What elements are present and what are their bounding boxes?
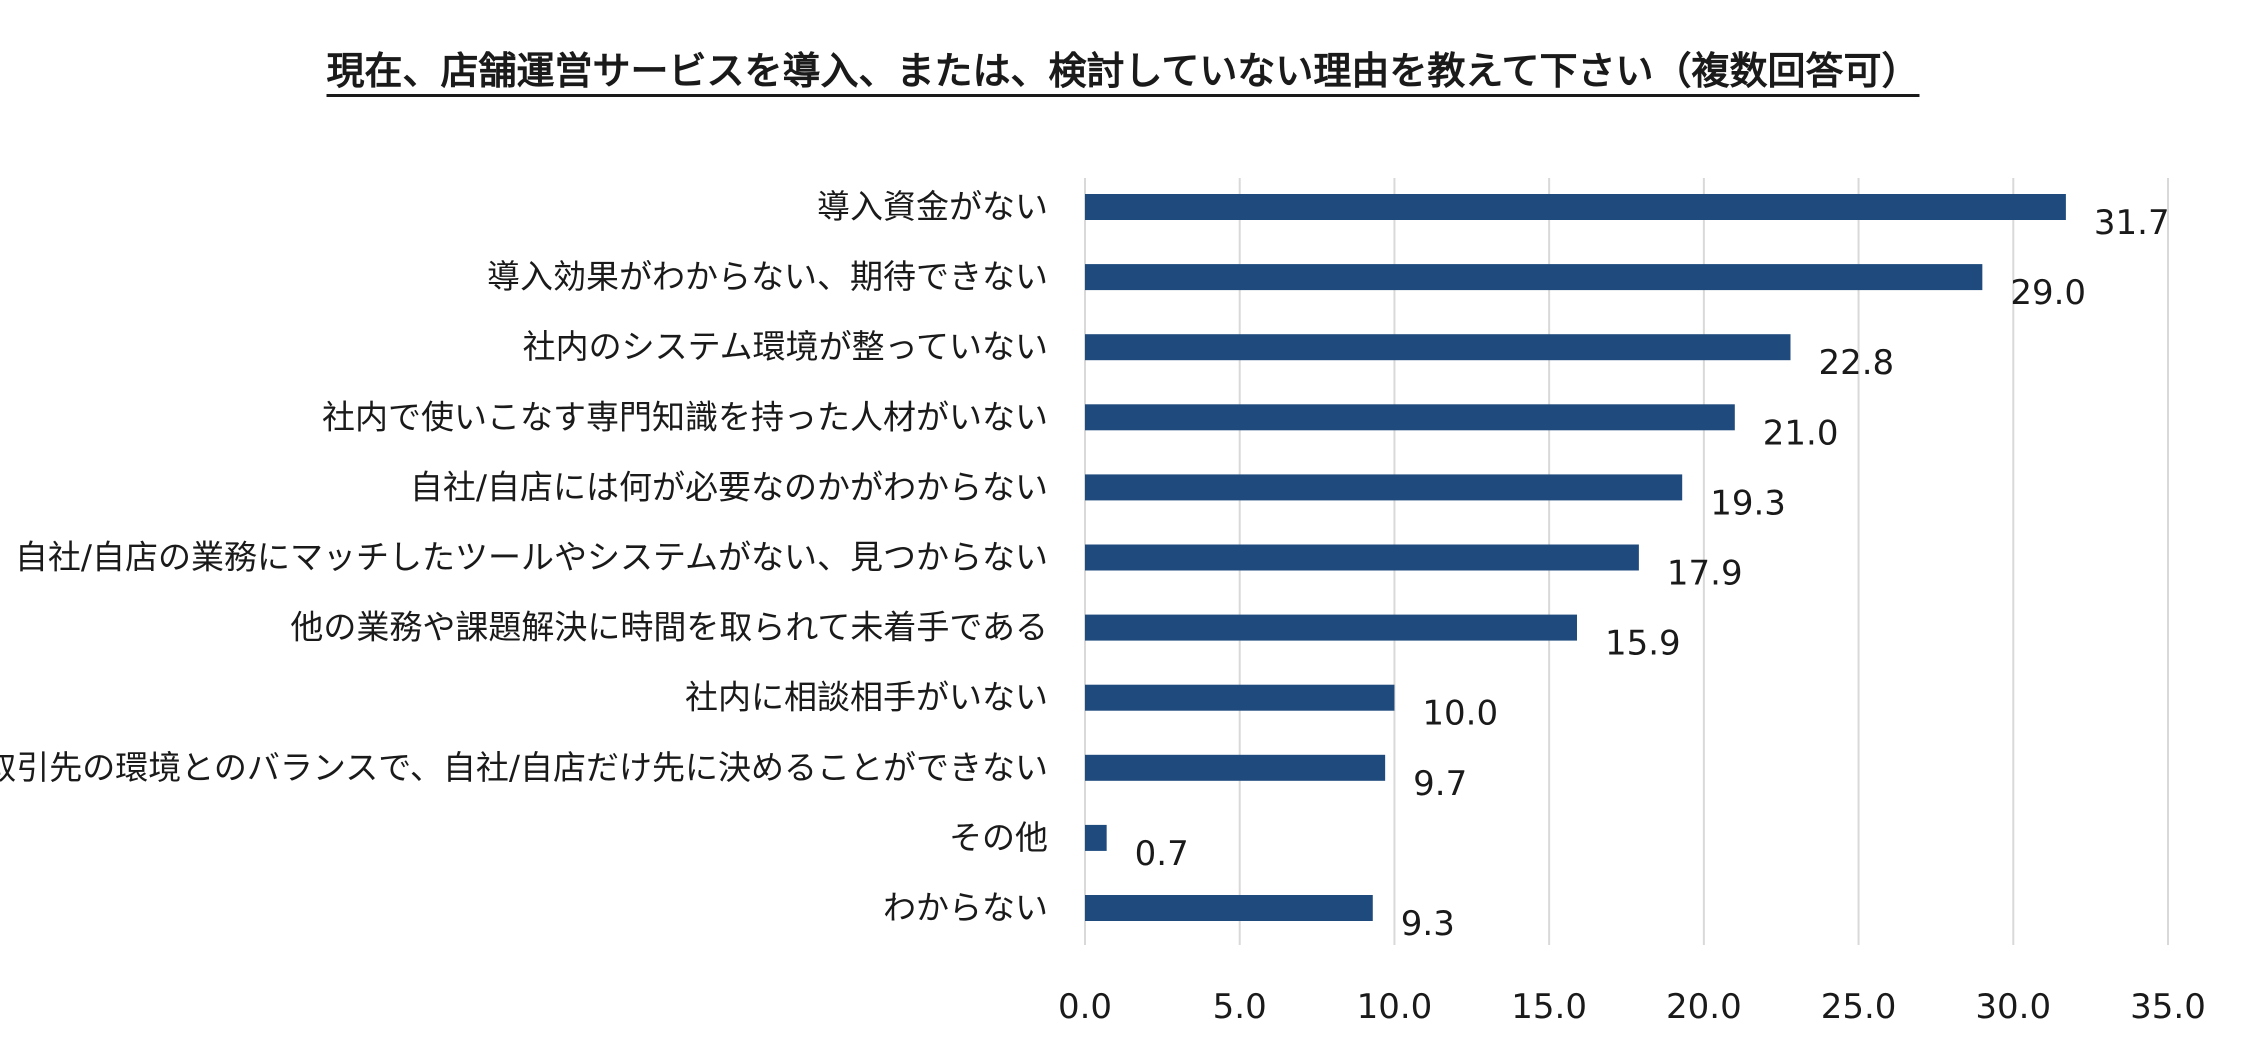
data-label: 22.8 <box>1818 343 1894 383</box>
x-tick-label: 30.0 <box>1975 987 2051 1027</box>
category-label: わからない <box>883 888 1048 927</box>
data-label: 0.7 <box>1135 834 1189 874</box>
category-label: 導入資金がない <box>817 187 1048 226</box>
data-label: 9.3 <box>1401 904 1455 944</box>
category-label: 自社/自店の業務にマッチしたツールやシステムがない、見つからない <box>15 538 1048 577</box>
data-label: 17.9 <box>1667 554 1743 594</box>
bar <box>1085 684 1395 711</box>
bar <box>1085 474 1683 501</box>
category-label: 導入効果がわからない、期待できない <box>487 257 1048 296</box>
x-tick-label: 5.0 <box>1213 987 1267 1027</box>
data-label: 10.0 <box>1422 694 1498 734</box>
category-label: 社内のシステム環境が整っていない <box>523 327 1048 366</box>
bar <box>1085 264 1983 291</box>
x-tick-label: 15.0 <box>1511 987 1587 1027</box>
category-labels: 導入資金がない導入効果がわからない、期待できない社内のシステム環境が整っていない… <box>0 187 1048 927</box>
category-label: 社内で使いこなす専門知識を持った人材がいない <box>322 397 1048 436</box>
bars <box>1085 194 2066 921</box>
category-label: 取引先の環境とのバランスで、自社/自店だけ先に決めることができない <box>0 748 1048 787</box>
data-label: 19.3 <box>1710 483 1786 523</box>
x-tick-label: 35.0 <box>2130 987 2206 1027</box>
category-label: 社内に相談相手がいない <box>685 678 1048 717</box>
x-tick-label: 0.0 <box>1058 987 1112 1027</box>
bar <box>1085 404 1735 431</box>
bar <box>1085 544 1639 571</box>
bar <box>1085 334 1791 361</box>
bar <box>1085 824 1107 851</box>
chart-title: 現在、店舗運営サービスを導入、または、検討していない理由を教えて下さい（複数回答… <box>0 40 2246 95</box>
data-label: 31.7 <box>2094 203 2170 243</box>
data-label: 29.0 <box>2010 273 2086 313</box>
data-label: 15.9 <box>1605 624 1681 664</box>
x-tick-label: 20.0 <box>1666 987 1742 1027</box>
category-label: その他 <box>949 818 1048 857</box>
category-label: 自社/自店には何が必要なのかがわからない <box>410 467 1048 506</box>
data-label: 9.7 <box>1413 764 1467 804</box>
bar <box>1085 614 1577 641</box>
x-tick-label: 10.0 <box>1357 987 1433 1027</box>
bar <box>1085 754 1386 781</box>
value-labels: 31.729.0 22.8 21.0 19.3 17.9 15.9 10.0 9.7 0.7 9.… <box>1135 203 2170 944</box>
chart-title-text: 現在、店舗運営サービスを導入、または、検討していない理由を教えて下さい（複数回答… <box>326 49 1920 93</box>
bar <box>1085 895 1373 921</box>
x-tick-label: 25.0 <box>1821 987 1897 1027</box>
data-label: 21.0 <box>1763 413 1839 453</box>
category-label: 他の業務や課題解決に時間を取られて未着手である <box>290 608 1048 647</box>
x-axis-ticks: 0.0 5.0 10.0 15.0 20.0 25.0 30.0 35.0 <box>1058 987 2206 1027</box>
bar <box>1085 194 2066 220</box>
